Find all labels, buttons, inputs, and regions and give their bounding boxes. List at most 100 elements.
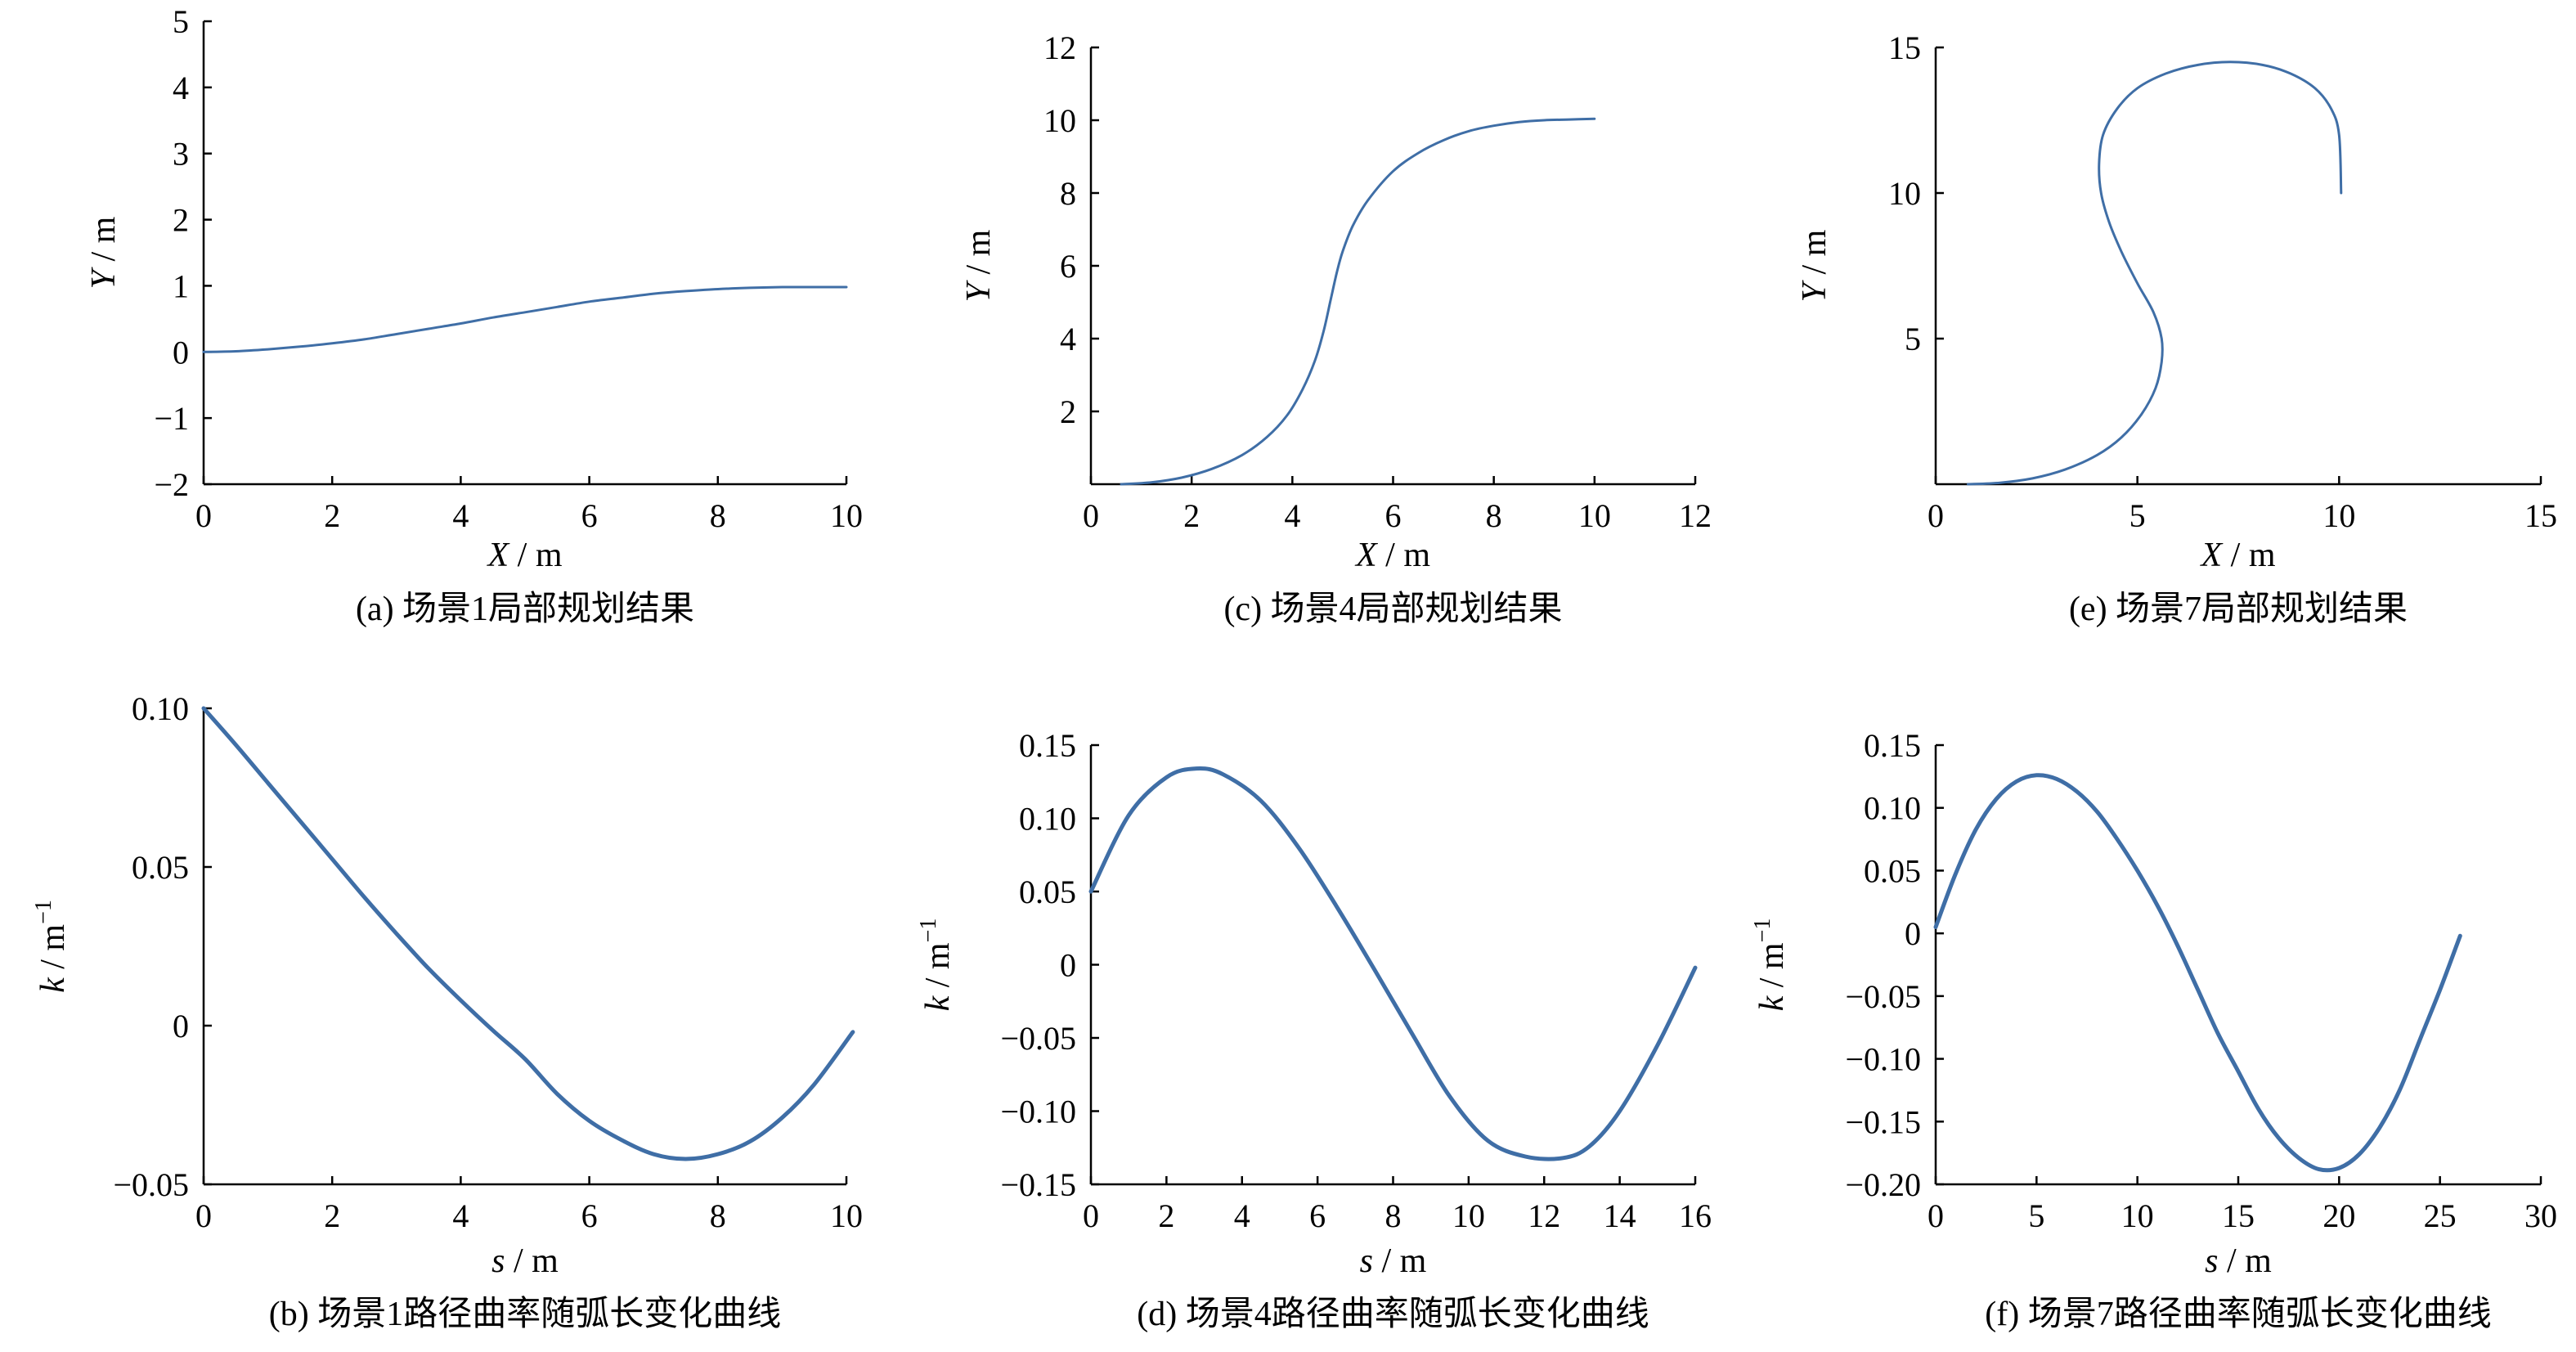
y-tick-label: 0.15 — [1864, 727, 1921, 764]
y-axis-unit-exponent: −1 — [916, 919, 941, 943]
y-tick-label: −1 — [154, 400, 189, 437]
x-tick-label: 2 — [324, 1197, 340, 1234]
y-axis-label: Y / m — [960, 229, 998, 302]
x-tick-label: 6 — [581, 1197, 598, 1234]
y-axis-label: Y / m — [1796, 229, 1833, 302]
y-tick-label: −0.20 — [1845, 1166, 1921, 1203]
panel-caption: (e) 场景7局部规划结果 — [2069, 591, 2408, 628]
panel-caption: (c) 场景4局部规划结果 — [1223, 591, 1562, 628]
y-tick-label: 10 — [1043, 102, 1076, 139]
series-line-0 — [1933, 773, 2462, 1173]
panel-caption: (d) 场景4路径曲率随弧长变化曲线 — [1137, 1295, 1649, 1333]
x-tick-label: 8 — [710, 497, 726, 534]
x-axis-label: X / m — [1354, 537, 1430, 574]
y-tick-label: 1 — [173, 267, 189, 304]
x-tick-label: 8 — [1486, 497, 1502, 534]
x-tick-label: 14 — [1604, 1197, 1636, 1234]
y-tick-label: −0.10 — [1845, 1041, 1921, 1078]
y-tick-label: 3 — [173, 136, 189, 173]
series-line-0 — [201, 706, 855, 1161]
x-axis-variable: X — [2200, 537, 2224, 574]
x-tick-label: 4 — [452, 1197, 469, 1234]
y-axis-unit: / m — [34, 924, 72, 978]
chart-panel-f: 0 5 10 15 20 25 30 −0.20 −0.15 −0.10 −0.05 0 0.05 0.1… — [1750, 727, 2557, 1333]
y-tick-label: 0 — [1905, 915, 1921, 952]
x-axis-variable: X — [1354, 537, 1379, 574]
y-tick-label: 2 — [1060, 393, 1076, 430]
x-axis-unit: / m — [2219, 1242, 2273, 1280]
y-axis-label: k / m−1 — [1750, 919, 1791, 1012]
x-axis-variable: s — [2205, 1242, 2218, 1280]
x-tick-label: 15 — [2222, 1197, 2255, 1234]
x-tick-label: 2 — [1158, 1197, 1174, 1234]
x-tick-label: 12 — [1679, 497, 1712, 534]
series-line-0 — [1088, 766, 1698, 1161]
y-tick-label: 12 — [1043, 29, 1076, 66]
x-tick-label: 10 — [830, 497, 863, 534]
y-axis-label: Y / m — [85, 216, 123, 289]
x-axis-variable: s — [491, 1242, 505, 1280]
x-tick-label: 10 — [1578, 497, 1611, 534]
x-axis-unit: / m — [509, 537, 563, 574]
series-line-0 — [1120, 117, 1596, 486]
x-tick-label: 5 — [2028, 1197, 2044, 1234]
y-tick-label: −0.05 — [113, 1166, 189, 1203]
y-tick-label: 0.15 — [1019, 727, 1076, 764]
x-tick-label: 30 — [2524, 1197, 2557, 1234]
x-axis-label: s / m — [1360, 1242, 1427, 1280]
y-tick-label: 6 — [1060, 248, 1076, 285]
x-axis-label: s / m — [491, 1242, 559, 1280]
y-tick-label: −0.10 — [1000, 1094, 1076, 1130]
x-tick-label: 0 — [195, 497, 212, 534]
x-tick-label: 8 — [710, 1197, 726, 1234]
y-tick-label: 4 — [1060, 321, 1076, 357]
x-tick-label: 12 — [1528, 1197, 1560, 1234]
y-tick-label: 5 — [173, 3, 189, 40]
x-axis-label: X / m — [2200, 537, 2276, 574]
x-axis-unit: / m — [2222, 537, 2276, 574]
x-tick-label: 15 — [2524, 497, 2557, 534]
chart-panel-d: 0 2 4 6 8 10 12 14 16 −0.15 −0.10 −0.05 0 0.05 0.10 0.1… — [916, 727, 1712, 1333]
x-tick-label: 0 — [1928, 1197, 1944, 1234]
panel-caption: (f) 场景7路径曲率随弧长变化曲线 — [1985, 1295, 2491, 1333]
y-axis-variable: k — [1753, 995, 1791, 1011]
x-axis-variable: X — [487, 537, 511, 574]
x-tick-label: 10 — [2121, 1197, 2154, 1234]
y-tick-label: −2 — [154, 466, 189, 503]
y-tick-label: 0.10 — [1864, 790, 1921, 827]
y-axis-unit-exponent: −1 — [1750, 919, 1775, 943]
y-tick-label: 0 — [173, 1008, 189, 1044]
series-line-0 — [1967, 61, 2343, 486]
y-tick-label: 2 — [173, 202, 189, 239]
x-tick-label: 6 — [581, 497, 598, 534]
x-axis-label: X / m — [487, 537, 563, 574]
x-tick-label: 5 — [2129, 497, 2146, 534]
y-axis-unit: / m — [1796, 229, 1833, 283]
x-tick-label: 4 — [452, 497, 469, 534]
y-tick-label: 15 — [1888, 29, 1921, 66]
y-axis-unit: / m — [85, 216, 123, 270]
x-tick-label: 8 — [1385, 1197, 1402, 1234]
y-tick-label: 5 — [1905, 321, 1921, 357]
series-line-0 — [202, 285, 848, 353]
y-tick-label: 0.10 — [132, 690, 189, 727]
y-axis-variable: k — [34, 977, 72, 993]
x-tick-label: 4 — [1234, 1197, 1250, 1234]
x-tick-label: 16 — [1679, 1197, 1712, 1234]
y-tick-label: −0.15 — [1000, 1166, 1076, 1203]
x-axis-variable: s — [1360, 1242, 1373, 1280]
x-tick-label: 6 — [1385, 497, 1402, 534]
y-tick-label: 0 — [173, 334, 189, 371]
x-axis-label: s / m — [2205, 1242, 2272, 1280]
y-axis-variable: Y — [960, 279, 998, 302]
y-tick-label: 10 — [1888, 175, 1921, 212]
y-axis-variable: Y — [1796, 279, 1833, 302]
x-axis-unit: / m — [1373, 1242, 1427, 1280]
y-axis-unit: / m — [919, 942, 957, 996]
x-tick-label: 25 — [2424, 1197, 2457, 1234]
x-tick-label: 4 — [1284, 497, 1300, 534]
